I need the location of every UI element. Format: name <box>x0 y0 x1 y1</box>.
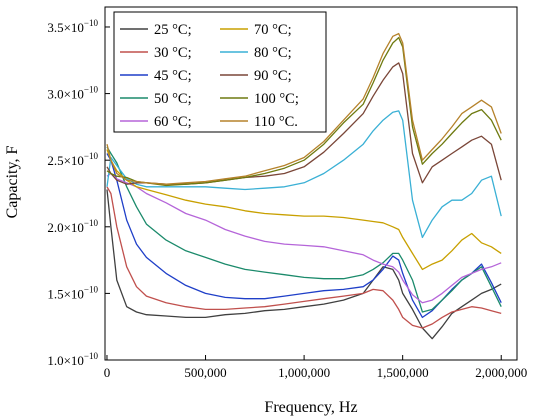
series-line-1 <box>106 186 502 329</box>
series-line-0 <box>106 189 502 340</box>
legend: 25 °C; 30 °C; 45 °C; 50 °C; 60 °C; 70 °C; 80 °… <box>113 11 327 133</box>
y-tick-label: 1.0×10−10 <box>47 351 98 368</box>
series-line-2 <box>106 153 502 319</box>
series-line-6 <box>106 110 502 239</box>
legend-label: 30 °C; <box>154 45 192 61</box>
series-layer <box>106 32 502 340</box>
x-tick-label: 0 <box>104 365 111 380</box>
legend-label: 45 °C; <box>154 68 192 84</box>
series-line-4 <box>106 172 502 304</box>
x-tick-label: 2,000,000 <box>475 365 527 380</box>
x-tick-label: 1,000,000 <box>278 365 330 380</box>
x-tick-label: 1,500,000 <box>377 365 429 380</box>
y-tick-label: 2.0×10−10 <box>47 218 98 235</box>
x-axis-title: Frequency, Hz <box>264 399 357 416</box>
legend-label: 110 °C. <box>254 114 298 130</box>
y-tick-label: 3.0×10−10 <box>47 85 98 102</box>
y-tick-label: 1.5×10−10 <box>47 284 98 301</box>
x-tick-label: 500,000 <box>184 365 226 380</box>
plot-frame <box>104 6 518 361</box>
series-line-5 <box>106 149 502 271</box>
legend-label: 25 °C; <box>154 22 192 38</box>
y-axis-title: Capacity, F <box>4 146 21 219</box>
x-axis: 0 500,000 1,000,000 1,500,000 2,000,000 <box>104 355 527 380</box>
y-tick-label: 2.5×10−10 <box>47 151 98 168</box>
legend-box <box>113 11 327 133</box>
legend-label: 60 °C; <box>154 114 192 130</box>
legend-label: 70 °C; <box>254 22 292 38</box>
series-line-9 <box>106 32 502 185</box>
y-axis: 1.0×10−10 1.5×10−10 2.0×10−10 2.5×10−10 3.0×… <box>47 18 110 368</box>
legend-label: 100 °C; <box>254 91 299 107</box>
y-tick-label: 3.5×10−10 <box>47 18 98 35</box>
series-line-3 <box>106 146 502 313</box>
legend-label: 50 °C; <box>154 91 192 107</box>
legend-label: 80 °C; <box>254 45 292 61</box>
legend-label: 90 °C; <box>254 68 292 84</box>
